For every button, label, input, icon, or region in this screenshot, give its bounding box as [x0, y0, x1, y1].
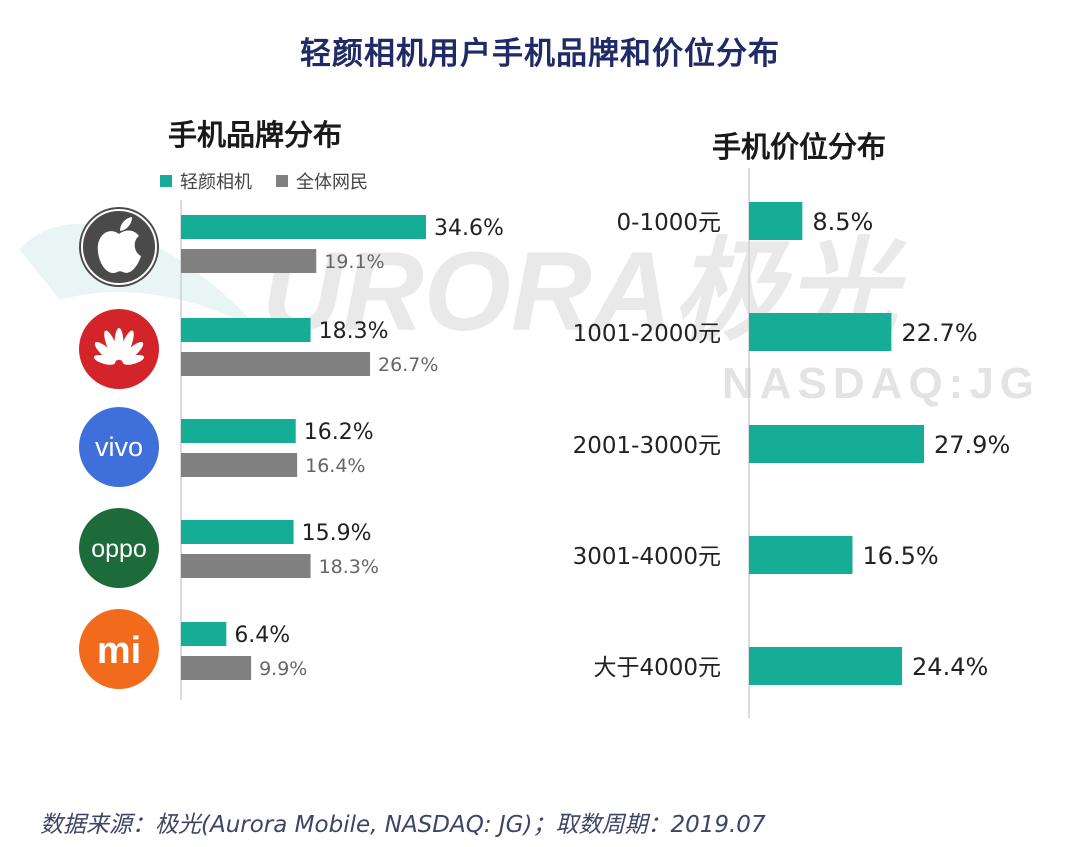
mi-logo-text: mi: [97, 630, 141, 672]
price-category-label-2: 2001-3000元: [573, 433, 721, 459]
price-category-label-0: 0-1000元: [617, 210, 721, 236]
data-label-mi-qingyan: 6.4%: [234, 623, 290, 648]
data-label-apple-qingyan: 34.6%: [434, 216, 504, 241]
data-label-apple-all-netizens: 19.1%: [324, 251, 384, 273]
bar-oppo-qingyan: [181, 520, 294, 544]
bar-oppo-all-netizens: [181, 554, 311, 578]
apple-logo-icon: [79, 207, 159, 287]
bar-huawei-all-netizens: [181, 352, 371, 376]
legend-swatch-teal: [160, 175, 172, 187]
data-label-oppo-qingyan: 15.9%: [302, 521, 372, 546]
bar-mi-all-netizens: [181, 656, 252, 680]
price-bar-4: [749, 647, 903, 685]
huawei-logo-icon: [79, 309, 159, 389]
legend-label-all-netizens: 全体网民: [296, 172, 368, 193]
price-bar-2: [749, 425, 924, 463]
data-label-vivo-all-netizens: 16.4%: [305, 455, 365, 477]
brand-chart-title: 手机品牌分布: [168, 118, 343, 152]
legend: 轻颜相机 全体网民: [160, 168, 392, 194]
data-label-oppo-all-netizens: 18.3%: [319, 556, 379, 578]
legend-item-all-netizens: 全体网民: [276, 168, 368, 194]
data-label-huawei-all-netizens: 26.7%: [378, 354, 438, 376]
price-bar-3: [749, 536, 853, 574]
price-data-label-1: 22.7%: [901, 319, 977, 347]
data-label-huawei-qingyan: 18.3%: [319, 319, 389, 344]
legend-label-qingyan: 轻颜相机: [180, 172, 252, 193]
data-label-vivo-qingyan: 16.2%: [304, 420, 374, 445]
bar-huawei-qingyan: [181, 318, 311, 342]
legend-swatch-gray: [276, 175, 288, 187]
bar-vivo-all-netizens: [181, 453, 298, 477]
price-data-label-4: 24.4%: [912, 653, 988, 681]
vivo-logo-icon: vivo: [79, 407, 159, 487]
price-category-label-3: 3001-4000元: [573, 544, 721, 570]
price-bar-1: [749, 313, 892, 351]
bar-apple-qingyan: [181, 215, 426, 239]
price-category-label-1: 1001-2000元: [573, 321, 721, 347]
bar-vivo-qingyan: [181, 419, 296, 443]
mi-logo-icon: mi: [79, 609, 159, 689]
price-data-label-0: 8.5%: [812, 208, 873, 236]
bar-apple-all-netizens: [181, 249, 317, 273]
price-data-label-3: 16.5%: [862, 542, 938, 570]
legend-item-qingyan: 轻颜相机: [160, 168, 252, 194]
data-label-mi-all-netizens: 9.9%: [259, 658, 307, 680]
source-note: 数据来源：极光(Aurora Mobile, NASDAQ: JG)；取数周期：…: [40, 812, 766, 838]
bar-mi-qingyan: [181, 622, 227, 646]
price-category-label-4: 大于4000元: [593, 655, 721, 681]
price-bar-0: [749, 202, 803, 240]
oppo-logo-text: oppo: [91, 535, 147, 563]
page-title: 轻颜相机用户手机品牌和价位分布: [300, 36, 780, 72]
oppo-logo-icon: oppo: [79, 508, 159, 588]
vivo-logo-text: vivo: [95, 432, 143, 462]
price-data-label-2: 27.9%: [934, 431, 1010, 459]
price-chart-title: 手机价位分布: [712, 130, 887, 164]
